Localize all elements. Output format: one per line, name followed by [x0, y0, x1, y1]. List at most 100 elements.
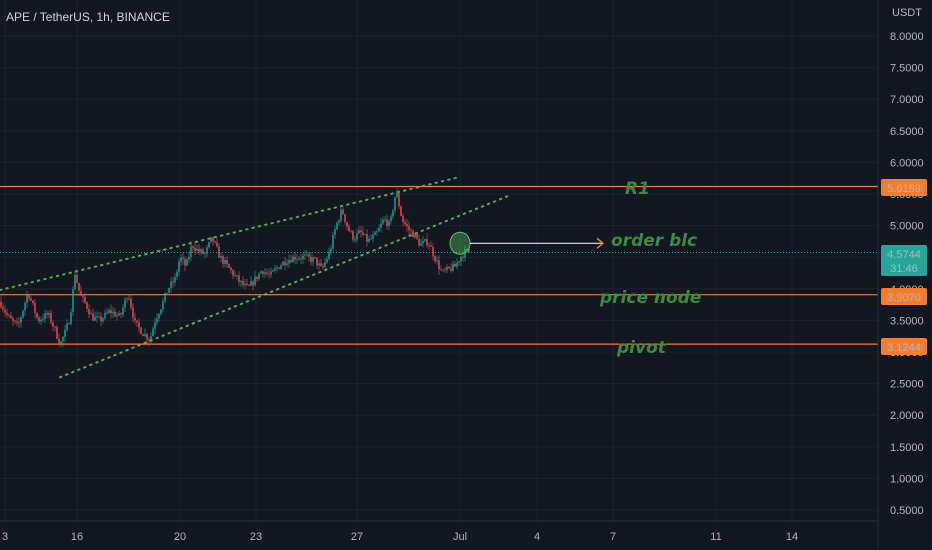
- candle-body: [142, 334, 144, 337]
- candle-body: [446, 266, 448, 270]
- candle-body: [30, 298, 32, 301]
- candle-body: [394, 197, 396, 211]
- price-tick-label: 8.0000: [890, 31, 924, 43]
- candle-body: [0, 301, 2, 308]
- badge-pivot: 3.1244: [881, 338, 927, 355]
- candle-body: [112, 311, 114, 313]
- candle-body: [414, 234, 416, 238]
- candle-body: [438, 260, 440, 270]
- candle-body: [38, 317, 40, 322]
- candle-body: [246, 283, 248, 285]
- candle-body: [252, 281, 254, 286]
- candle-body: [290, 260, 292, 263]
- candle-body: [72, 288, 74, 313]
- time-tick-label: 14: [786, 531, 798, 543]
- candle-body: [52, 322, 54, 327]
- candle-body: [388, 220, 390, 227]
- candle-body: [34, 303, 36, 314]
- order-block-arrow-head: [596, 237, 605, 249]
- candle-body: [404, 221, 406, 224]
- candle-body: [42, 319, 44, 321]
- candle-body: [54, 326, 56, 328]
- candle-body: [378, 227, 380, 232]
- candle-body: [368, 238, 370, 242]
- candle-body: [128, 298, 130, 300]
- candle-body: [386, 219, 388, 227]
- candle-body: [210, 237, 212, 243]
- candle-body: [304, 254, 306, 256]
- candle-body: [136, 320, 138, 323]
- time-tick-label: 20: [174, 531, 186, 543]
- horizontal-levels: [0, 185, 878, 345]
- candle-body: [126, 298, 128, 300]
- candle-body: [332, 234, 334, 249]
- time-axis[interactable]: 3 16 20 23 27 Jul 4 7 11 14: [2, 531, 798, 543]
- time-tick-label: 4: [534, 531, 540, 543]
- candle-body: [262, 271, 264, 275]
- candle-body: [354, 239, 356, 241]
- candle-body: [430, 245, 432, 247]
- price-tick-label: 6.5000: [890, 126, 924, 138]
- candle-body: [312, 257, 314, 262]
- candle-body: [216, 242, 218, 247]
- candle-body: [292, 256, 294, 263]
- badge-countdown-text: 31:46: [890, 263, 918, 275]
- candle-body: [158, 314, 160, 319]
- candle-body: [108, 310, 110, 313]
- candle-body: [178, 261, 180, 272]
- candle-body: [334, 229, 336, 235]
- candle-body: [176, 271, 178, 278]
- candle-body: [266, 272, 268, 274]
- candle-body: [370, 238, 372, 240]
- candle-body: [336, 222, 338, 230]
- candle-body: [330, 248, 332, 252]
- candle-body: [204, 253, 206, 255]
- candle-body: [458, 261, 460, 263]
- candle-body: [302, 255, 304, 260]
- candle-body: [300, 258, 302, 260]
- candle-body: [132, 307, 134, 318]
- candle-body: [402, 215, 404, 222]
- candle-body: [462, 256, 464, 258]
- candle-body: [432, 246, 434, 257]
- time-tick-label: Jul: [453, 531, 467, 543]
- candle-body: [416, 234, 418, 239]
- candle-body: [364, 234, 366, 235]
- candle-body: [242, 280, 244, 285]
- candle-body: [428, 245, 430, 247]
- badge-price-node: 3.9070: [881, 288, 927, 305]
- candle-body: [444, 269, 446, 271]
- candle-body: [140, 327, 142, 335]
- candle-body: [174, 277, 176, 283]
- candle-body: [190, 246, 192, 257]
- time-tick-label: 16: [71, 531, 83, 543]
- channel-lower-line: [59, 194, 511, 379]
- candle-body: [268, 273, 270, 275]
- candle-body: [150, 336, 152, 341]
- candle-body: [288, 260, 290, 264]
- candle-body: [152, 328, 154, 337]
- candle-body: [58, 338, 60, 345]
- candle-body: [408, 226, 410, 231]
- candle-body: [66, 323, 68, 331]
- candle-body: [372, 235, 374, 239]
- candle-body: [298, 258, 300, 260]
- candle-body: [276, 267, 278, 269]
- candle-body: [440, 269, 442, 271]
- candle-body: [22, 310, 24, 318]
- candle-body: [272, 270, 274, 272]
- price-tick-label: 7.5000: [890, 63, 924, 75]
- candlestick-series: [0, 188, 470, 348]
- price-axis-unit: USDT: [892, 7, 922, 19]
- candle-body: [74, 274, 76, 289]
- candle-body: [196, 248, 198, 251]
- candle-body: [310, 256, 312, 262]
- candle-body: [360, 230, 362, 233]
- candle-body: [70, 312, 72, 325]
- price-tick-label: 7.0000: [890, 94, 924, 106]
- candle-body: [238, 275, 240, 282]
- price-tick-label: 5.0000: [890, 221, 924, 233]
- order-block-marker: [449, 231, 605, 255]
